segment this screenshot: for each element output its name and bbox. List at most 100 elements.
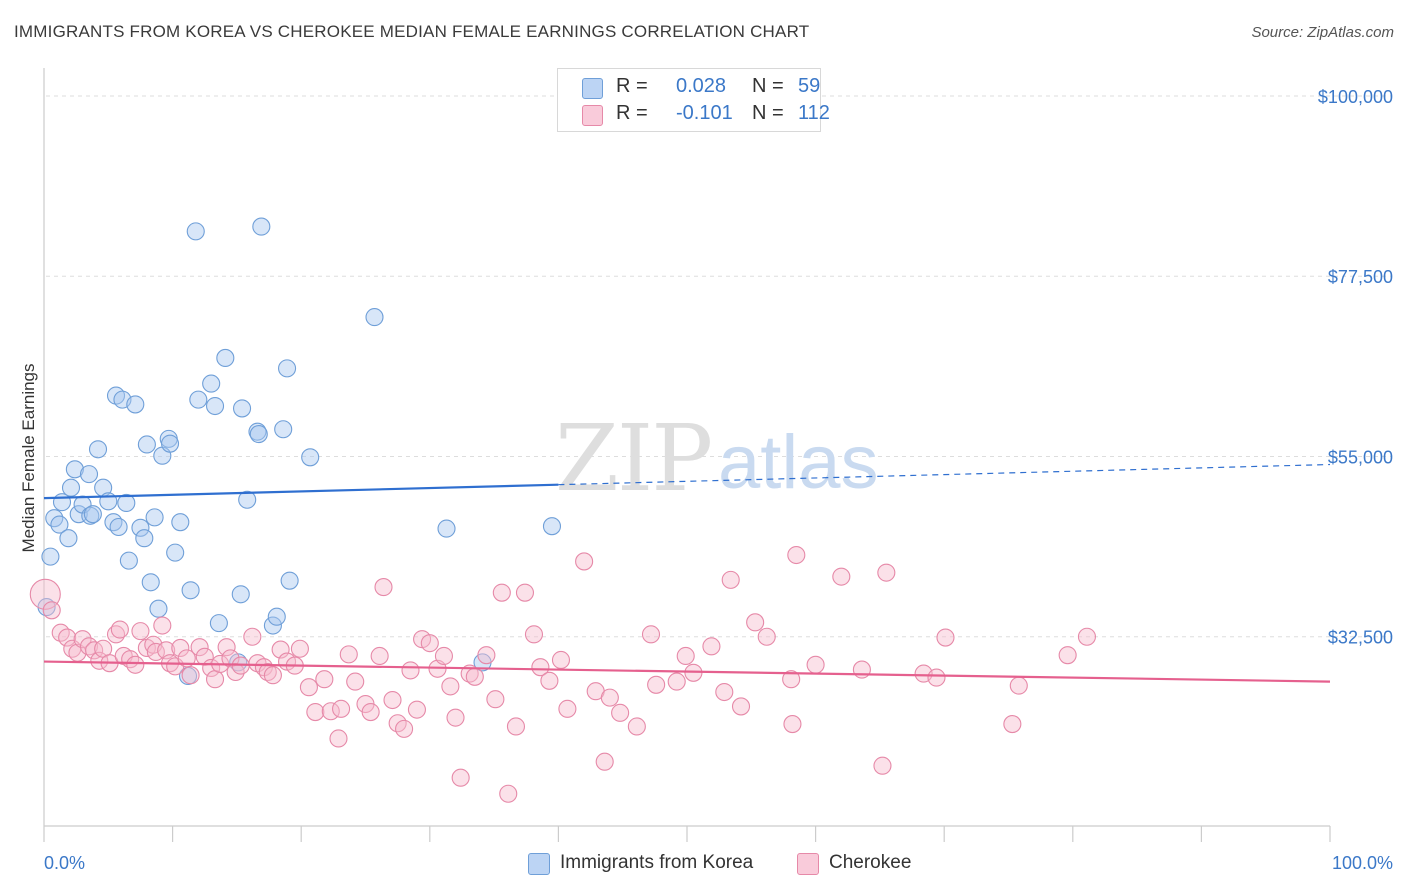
watermark-zip: ZIP <box>555 405 711 512</box>
data-point <box>395 719 414 738</box>
y-axis-title: Median Female Earnings <box>19 364 38 553</box>
y-tick-label: $32,500 <box>1328 628 1393 648</box>
data-point <box>258 662 277 682</box>
data-point <box>160 434 180 453</box>
data-point <box>676 646 695 666</box>
n-label: N = <box>752 102 784 124</box>
data-point <box>88 440 108 459</box>
data-point <box>721 570 740 589</box>
data-point <box>477 646 496 665</box>
korea-trend-line <box>43 483 559 500</box>
data-point <box>117 493 136 513</box>
data-point <box>131 622 150 641</box>
r-label: R = <box>616 102 648 124</box>
data-point <box>278 359 297 378</box>
data-point <box>499 784 518 803</box>
x-max-label: 100.0% <box>1332 853 1393 873</box>
data-point <box>267 607 286 626</box>
y-tick-label: $55,000 <box>1328 447 1393 467</box>
data-point <box>186 222 205 241</box>
data-point <box>153 616 172 635</box>
data-point <box>873 756 892 775</box>
watermark-atlas: atlas <box>718 420 879 505</box>
data-point <box>131 518 150 537</box>
data-point <box>137 435 156 454</box>
data-point <box>782 670 801 689</box>
data-point <box>83 505 102 524</box>
data-point <box>551 650 571 670</box>
data-point <box>217 638 236 657</box>
data-point <box>542 517 562 536</box>
data-point <box>1058 646 1077 665</box>
data-point <box>370 646 389 666</box>
cherokee-swatch <box>582 105 603 126</box>
data-point <box>806 655 825 674</box>
data-point <box>927 668 946 687</box>
data-point <box>177 649 196 668</box>
data-point <box>611 703 630 722</box>
data-point <box>290 639 309 658</box>
data-point <box>195 647 214 666</box>
data-point <box>58 628 77 647</box>
data-point <box>746 613 765 632</box>
data-point <box>59 529 78 548</box>
data-point <box>437 519 456 538</box>
data-point <box>301 448 320 467</box>
r-value: -0.101 <box>676 102 733 124</box>
zipatlas-watermark: ZIP atlas <box>555 405 879 512</box>
data-point <box>936 628 955 647</box>
data-point <box>757 627 776 646</box>
data-point <box>189 390 208 409</box>
source-note: Source: ZipAtlas.com <box>1251 24 1394 41</box>
data-point <box>401 661 420 680</box>
data-point <box>361 702 380 722</box>
data-point <box>641 625 661 644</box>
data-point <box>787 545 806 565</box>
data-point <box>166 543 185 562</box>
cherokee-legend-label: Cherokee <box>829 852 912 873</box>
data-point <box>181 666 200 685</box>
data-point <box>249 425 268 444</box>
data-point <box>221 649 240 668</box>
data-point <box>446 708 465 727</box>
data-point <box>243 627 262 646</box>
data-point <box>85 641 104 660</box>
n-value: 59 <box>798 75 821 97</box>
n-value: 112 <box>798 102 830 124</box>
data-point <box>232 399 252 418</box>
data-point <box>135 529 154 548</box>
data-point <box>731 697 751 716</box>
data-point <box>407 700 426 719</box>
data-point <box>202 374 221 393</box>
data-point <box>126 655 145 674</box>
cherokee-trend-line <box>43 660 1331 683</box>
data-point <box>329 729 348 748</box>
data-point <box>69 505 88 524</box>
data-point <box>209 614 228 633</box>
data-point <box>852 660 871 679</box>
data-point <box>383 690 402 710</box>
data-point <box>231 585 250 604</box>
data-point <box>145 508 164 527</box>
data-point <box>365 308 384 327</box>
korea-legend-swatch <box>528 853 550 875</box>
n-label: N = <box>752 75 784 97</box>
data-point <box>61 478 81 497</box>
data-point <box>627 717 646 736</box>
data-point <box>65 460 84 479</box>
data-point <box>252 217 271 236</box>
data-point <box>299 678 318 697</box>
korea-trend-extension <box>558 463 1331 486</box>
data-point <box>506 717 526 736</box>
axes <box>43 68 1331 842</box>
grid-lines <box>46 95 1392 638</box>
korea-legend-label: Immigrants from Korea <box>560 852 754 873</box>
data-point <box>332 699 351 718</box>
data-point <box>524 625 544 644</box>
data-point <box>119 551 138 570</box>
data-point <box>558 699 577 718</box>
data-point <box>274 420 293 439</box>
data-point <box>126 395 145 414</box>
data-point <box>715 682 734 702</box>
